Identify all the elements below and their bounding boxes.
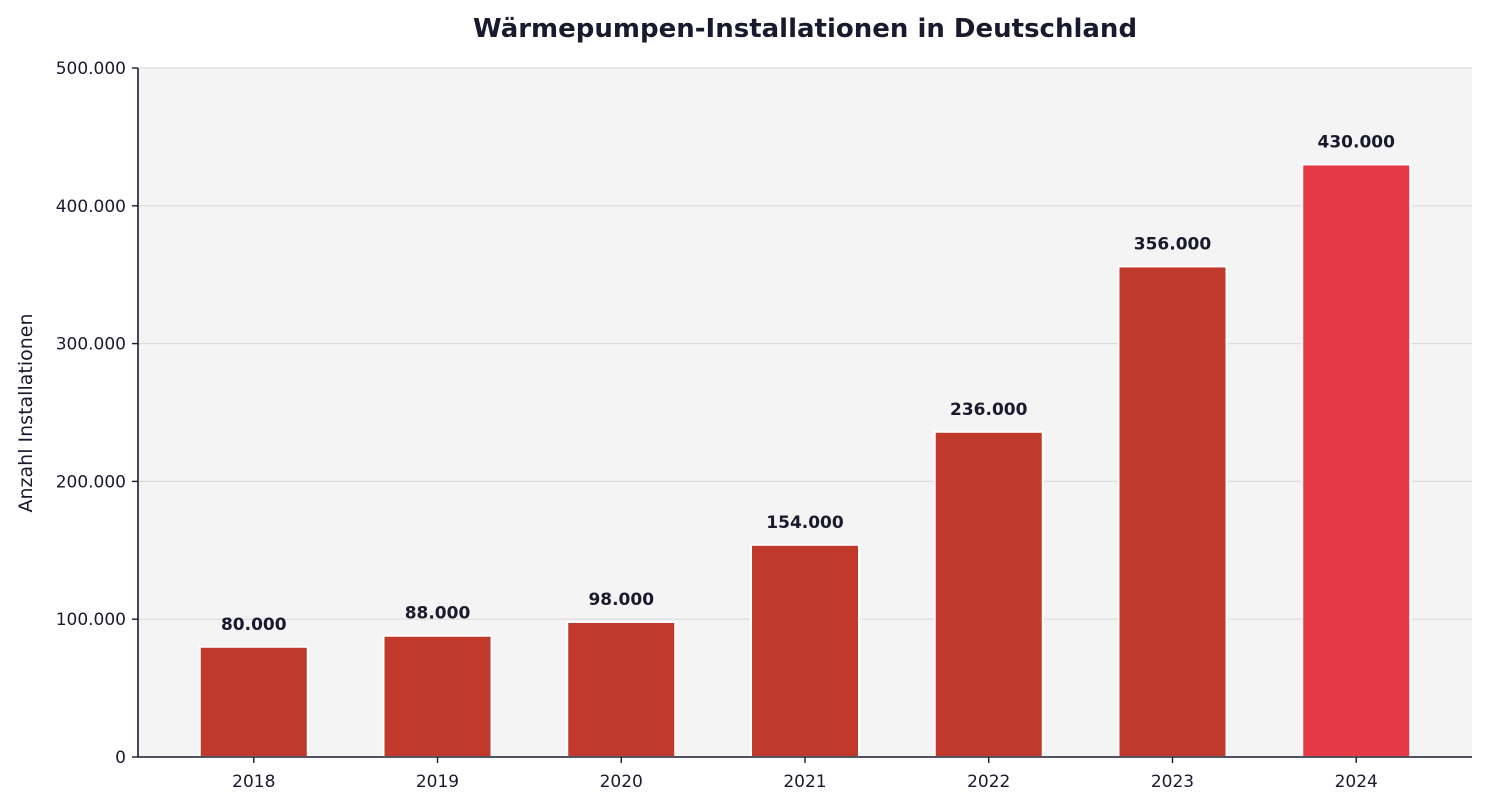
data-label-2020: 98.000 <box>588 590 654 610</box>
bars <box>198 163 1412 759</box>
x-tick-label-2024: 2024 <box>1335 772 1378 792</box>
x-tick-label-2018: 2018 <box>232 772 275 792</box>
y-tick-label: 300.000 <box>56 335 126 355</box>
chart-title: Wärmepumpen-Installationen in Deutschlan… <box>473 14 1137 44</box>
bar-2018 <box>198 645 309 759</box>
y-tick-label: 500.000 <box>56 59 126 79</box>
data-label-2019: 88.000 <box>405 604 471 624</box>
bar-2021 <box>750 543 860 759</box>
y-tick-label: 400.000 <box>56 197 126 217</box>
data-label-2024: 430.000 <box>1318 132 1396 152</box>
x-tick-label-2022: 2022 <box>967 772 1010 792</box>
data-label-2022: 236.000 <box>950 400 1028 420</box>
bar-2019 <box>382 634 493 759</box>
data-label-2018: 80.000 <box>221 615 287 635</box>
x-tick-label-2020: 2020 <box>600 772 643 792</box>
bar-2024 <box>1301 163 1412 758</box>
x-ticks: 2018 2019 2020 2021 2022 2023 2024 <box>232 757 1378 792</box>
bar-2020 <box>566 620 677 758</box>
data-labels: 80.000 88.000 98.000 154.000 236.000 356.000 4… <box>221 132 1395 634</box>
x-tick-label-2019: 2019 <box>416 772 459 792</box>
data-label-2023: 356.000 <box>1134 234 1212 254</box>
y-tick-label: 200.000 <box>56 472 126 492</box>
bar-2022 <box>933 430 1044 758</box>
x-tick-label-2023: 2023 <box>1151 772 1194 792</box>
y-ticks: 0 100.000 200.000 300.000 400.000 500.000 <box>56 59 138 768</box>
x-tick-label-2021: 2021 <box>783 772 826 792</box>
y-tick-label: 100.000 <box>56 610 126 630</box>
data-label-2021: 154.000 <box>766 513 844 533</box>
bar-2023 <box>1117 265 1228 758</box>
y-axis-label: Anzahl Installationen <box>15 314 37 513</box>
y-tick-label: 0 <box>115 748 126 768</box>
gridlines <box>138 67 1472 620</box>
